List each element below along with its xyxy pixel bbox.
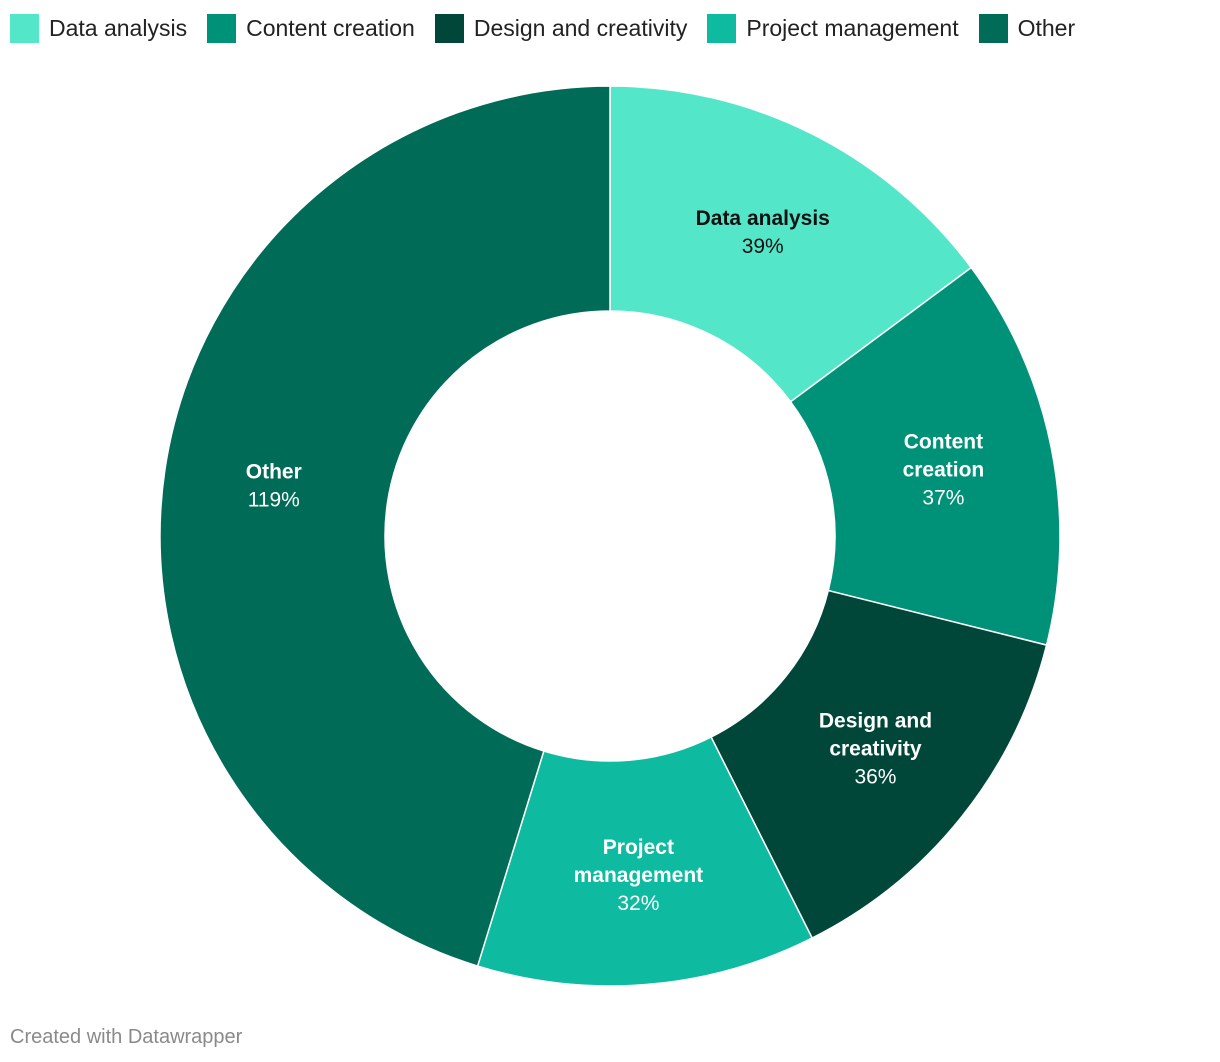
slice-name-label: creativity (829, 737, 922, 760)
legend-item-content-creation: Content creation (207, 13, 415, 43)
legend-item-data-analysis: Data analysis (10, 13, 188, 43)
slice-name-label: management (574, 864, 704, 887)
slice-design-and-creativity (710, 589, 1048, 940)
slice-data-analysis (609, 85, 973, 403)
slice-other (159, 85, 611, 968)
slice-name-label: Design and (819, 709, 932, 732)
legend-swatch (207, 13, 237, 43)
legend-swatch (434, 13, 464, 43)
slice-content-creation (789, 266, 1061, 647)
legend-swatch (978, 13, 1008, 43)
slice-value-label: 32% (617, 892, 659, 915)
slice-value-label: 36% (854, 765, 896, 788)
legend-label: Content creation (246, 14, 415, 41)
slice-value-label: 39% (742, 235, 784, 258)
slice-label-design-and-creativity: Design and creativity 36% (819, 709, 932, 788)
slice-project-management (476, 736, 814, 987)
legend-item-project-management: Project management (707, 13, 959, 43)
legend: Data analysis Content creation Design an… (10, 13, 1095, 43)
slice-name-label: Content (904, 430, 983, 453)
legend-label: Design and creativity (473, 14, 688, 41)
legend-label: Other (1017, 14, 1076, 41)
slice-name-label: Data analysis (696, 207, 830, 230)
slice-name-label: Project (603, 836, 674, 859)
slice-labels: Data analysis 39% Content creation 37% Design… (246, 207, 984, 915)
slice-name-label: creation (903, 458, 985, 481)
slice-name-label: Other (246, 460, 302, 483)
legend-item-other: Other (978, 13, 1076, 43)
slice-label-project-management: Project management 32% (574, 836, 704, 915)
slice-value-label: 119% (248, 488, 300, 511)
legend-item-design-and-creativity: Design and creativity (434, 13, 688, 43)
datawrapper-credit: Created with Datawrapper (10, 1026, 243, 1048)
legend-swatch (707, 13, 737, 43)
legend-swatch (10, 13, 39, 43)
slice-label-data-analysis: Data analysis 39% (696, 207, 830, 258)
legend-label: Project management (746, 14, 959, 41)
legend-label: Data analysis (49, 14, 188, 41)
slice-label-other: Other 119% (246, 460, 302, 511)
slices (159, 85, 1061, 987)
slice-value-label: 37% (922, 486, 964, 509)
slice-label-content-creation: Content creation 37% (903, 430, 985, 509)
